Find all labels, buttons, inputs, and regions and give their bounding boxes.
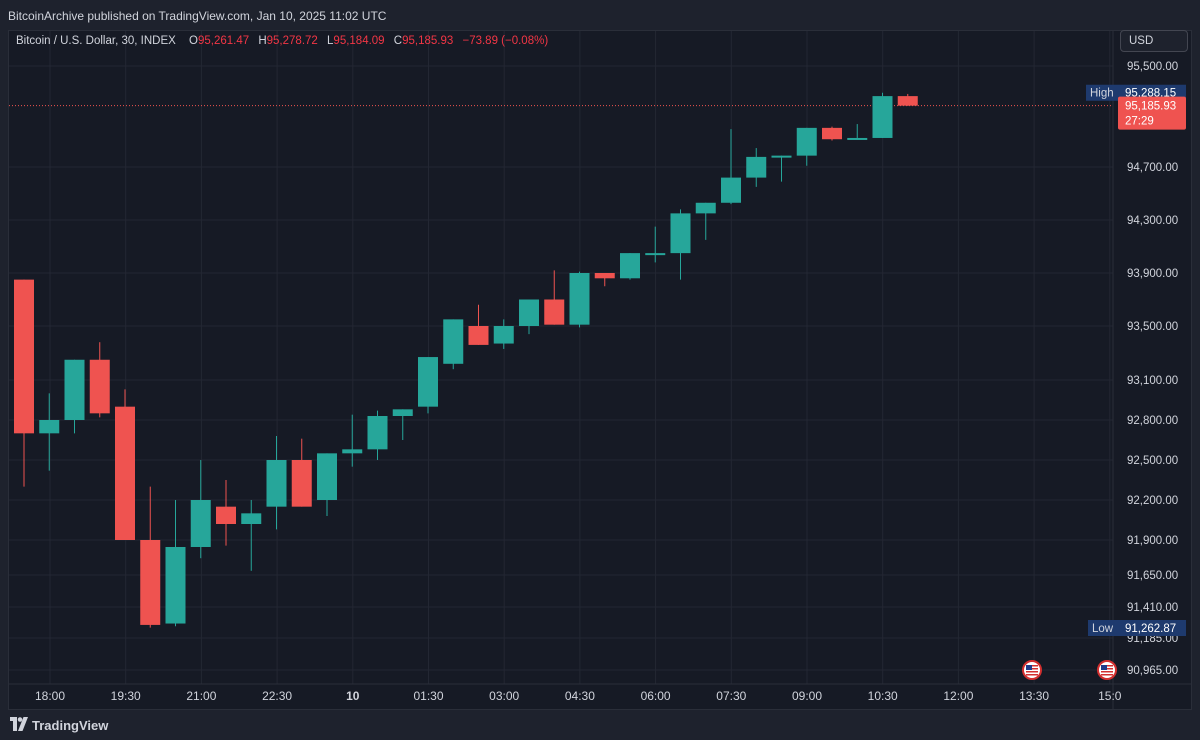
time-tick-label: 04:30 [565,689,595,703]
last-price-value: 95,185.93 [1125,101,1176,113]
countdown-timer: 27:29 [1125,116,1154,128]
price-tick-label: 93,500.00 [1127,321,1178,333]
price-tick-label: 92,500.00 [1127,455,1178,467]
candle-body[interactable] [165,547,186,624]
candle-body[interactable] [897,96,918,106]
flag-stripe [1026,671,1038,673]
time-tick-label: 10:30 [868,689,898,703]
candle-body[interactable] [872,96,893,138]
low-label: Low [1092,623,1114,635]
legend-high-key: H [258,35,267,47]
price-tick-label: 93,100.00 [1127,375,1178,387]
symbol-description[interactable]: Bitcoin / U.S. Dollar, 30, INDEX [16,35,176,47]
legend-close-value: 95,185.93 [402,35,454,47]
tradingview-brand[interactable]: TradingView [32,718,109,733]
candle-body[interactable] [620,253,640,279]
candle-body[interactable] [317,453,337,500]
flag-stripe [1101,674,1113,676]
price-tick-label: 92,200.00 [1127,495,1178,507]
candle-body[interactable] [266,460,287,507]
time-tick-label: 18:00 [35,689,65,703]
footer: TradingView [0,710,1200,740]
candle-body[interactable] [64,359,85,420]
price-tick-label: 91,410.00 [1127,602,1178,614]
candle-body[interactable] [468,326,489,345]
legend-high-value: 95,278.72 [266,35,318,47]
candle-body[interactable] [670,213,691,254]
candle-body[interactable] [771,155,792,158]
candle-body[interactable] [367,416,388,450]
candle-body[interactable] [140,540,161,625]
candle-body[interactable] [291,460,312,507]
time-tick-label: 21:00 [186,689,216,703]
last-price-box [1118,96,1186,130]
low-value: 91,262.87 [1125,623,1176,635]
legend-change-value: −73.89 (−0.08%) [462,35,549,47]
price-tick-label: 94,700.00 [1127,162,1178,174]
candle-body[interactable] [594,273,615,279]
candle-body[interactable] [847,137,868,140]
candle-body[interactable] [39,420,60,434]
flag-canton [1101,665,1107,670]
price-tick-label: 95,500.00 [1127,61,1178,73]
candle-body[interactable] [392,409,413,416]
publish-bar: BitcoinArchive published on TradingView.… [0,0,1200,30]
candle-body[interactable] [796,127,817,156]
candle-body[interactable] [822,127,842,140]
chart-panel[interactable] [8,30,1192,710]
legend-open-value: 95,261.47 [197,35,250,47]
candle-body[interactable] [443,319,464,364]
time-tick-label: 01:30 [413,689,443,703]
legend-open-key: O [189,35,198,47]
high-label-box [1086,84,1118,101]
high-label: High [1090,88,1114,100]
time-tick-label: 06:00 [641,689,671,703]
time-tick-label: 19:30 [111,689,141,703]
time-tick-label: 15:0 [1098,689,1122,703]
candle-body[interactable] [241,513,262,524]
candle-body[interactable] [216,506,236,524]
candle-body[interactable] [721,177,741,203]
price-tick-label: 90,965.00 [1127,665,1178,677]
candle-body[interactable] [14,279,34,434]
price-tick-label: 91,900.00 [1127,535,1178,547]
flag-stripe [1101,671,1113,673]
time-tick-label: 12:00 [943,689,973,703]
candle-body[interactable] [418,357,438,407]
legend-low-key: L [327,35,334,47]
time-tick-label: 09:00 [792,689,822,703]
price-tick-label: 91,650.00 [1127,570,1178,582]
time-tick-label: 22:30 [262,689,292,703]
low-value-box [1118,620,1186,636]
candle-body[interactable] [493,326,514,344]
currency-button[interactable]: USD [1120,30,1188,52]
time-tick-label: 10 [346,689,360,703]
candle-body[interactable] [695,202,716,214]
candle-body[interactable] [89,359,110,414]
candle-body[interactable] [115,406,135,540]
candle-body[interactable] [342,449,363,454]
flag-canton [1026,665,1032,670]
candle-body[interactable] [645,253,666,256]
price-tick-label: 93,900.00 [1127,268,1178,280]
tradingview-logo-icon[interactable] [10,717,28,731]
candle-body[interactable] [569,273,590,325]
price-tick-label: 94,300.00 [1127,215,1178,227]
legend-low-value: 95,184.09 [333,35,385,47]
candle-body[interactable] [519,299,539,327]
time-tick-label: 03:00 [489,689,519,703]
flag-stripe [1026,674,1038,676]
low-label-box [1088,620,1118,636]
time-tick-label: 13:30 [1019,689,1049,703]
chart-legend: Bitcoin / U.S. Dollar, 30, INDEX O95,261… [16,35,548,47]
publish-info: BitcoinArchive published on TradingView.… [8,9,387,23]
candle-body[interactable] [544,299,565,325]
candle-body[interactable] [746,156,767,178]
legend-close-key: C [393,35,403,47]
time-tick-label: 07:30 [716,689,746,703]
price-tick-label: 92,800.00 [1127,415,1178,427]
candle-body[interactable] [190,500,211,547]
